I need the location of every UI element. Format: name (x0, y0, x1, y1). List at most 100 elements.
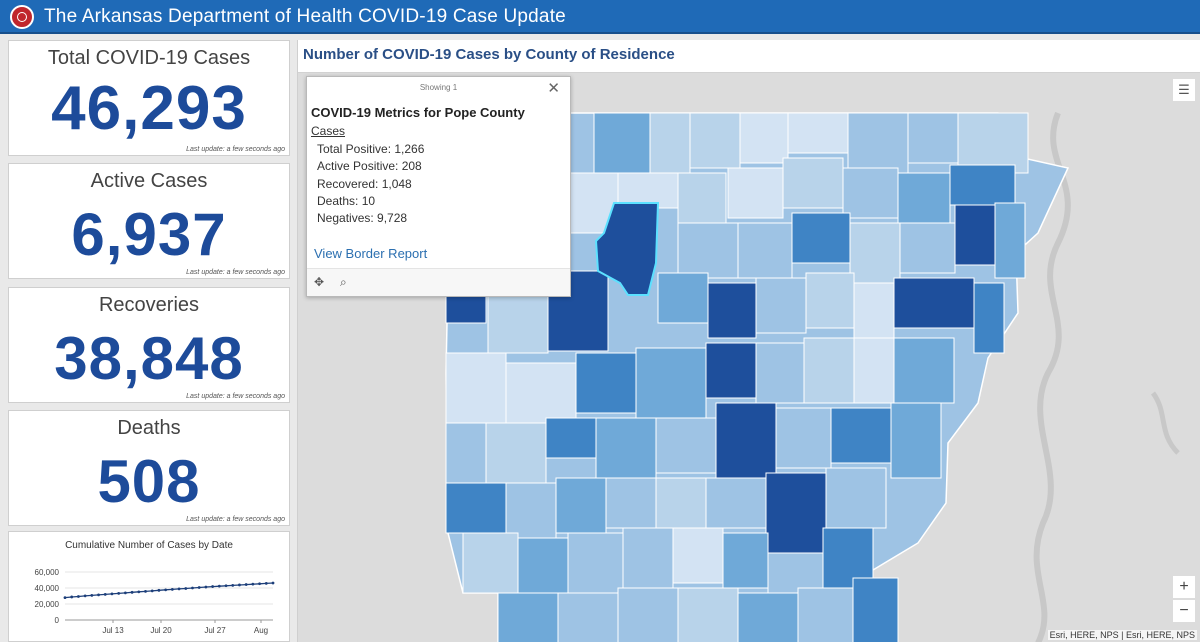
county-area[interactable] (677, 172, 727, 229)
county-area[interactable] (545, 417, 597, 459)
county-area[interactable] (677, 222, 739, 279)
county-area[interactable] (847, 112, 909, 174)
county-area[interactable] (957, 112, 1029, 174)
header-bar: The Arkansas Department of Health COVID-… (0, 0, 1200, 34)
mississippi-river (1033, 111, 1071, 642)
county-area[interactable] (722, 532, 769, 589)
county-area[interactable] (657, 272, 709, 324)
county-area[interactable] (557, 592, 619, 642)
y-tick-label: 40,000 (35, 584, 60, 593)
county-area[interactable] (649, 112, 691, 174)
county-area[interactable] (755, 342, 805, 404)
county-area[interactable] (853, 282, 895, 339)
county-area[interactable] (897, 172, 951, 224)
county-area[interactable] (727, 167, 784, 219)
county-area[interactable] (775, 407, 832, 469)
view-border-report-link[interactable]: View Border Report (314, 246, 428, 261)
county-area[interactable] (672, 527, 724, 584)
county-area[interactable] (655, 417, 717, 474)
series-line (64, 582, 274, 599)
county-area[interactable] (830, 407, 892, 464)
data-point (137, 590, 141, 594)
county-area[interactable] (635, 347, 707, 419)
card-label: Total COVID-19 Cases (47, 47, 251, 69)
county-area[interactable] (893, 337, 955, 404)
county-area[interactable] (907, 112, 959, 164)
county-map[interactable] (298, 73, 1200, 642)
county-area[interactable] (715, 402, 777, 479)
data-point (184, 587, 188, 590)
county-area[interactable] (445, 352, 507, 424)
county-area[interactable] (707, 282, 757, 339)
zoom-to-icon[interactable]: ⌕ (340, 275, 347, 289)
map-view[interactable]: Showing 1 ✕ COVID-19 Metrics for Pope Co… (298, 72, 1200, 642)
county-area[interactable] (622, 527, 674, 589)
page-title: The Arkansas Department of Health COVID-… (44, 6, 566, 27)
county-area[interactable] (842, 167, 899, 219)
county-area[interactable] (505, 482, 557, 539)
county-area[interactable] (852, 577, 899, 642)
x-tick-label: Aug (254, 626, 268, 635)
county-area[interactable] (739, 112, 789, 164)
county-area[interactable] (462, 532, 519, 594)
county-area[interactable] (954, 204, 996, 266)
metric-total-positive: Total Positive: 1,266 (317, 142, 425, 156)
county-area[interactable] (791, 212, 851, 264)
county-area[interactable] (755, 277, 807, 334)
county-area[interactable] (949, 164, 1016, 206)
map-attribution: Esri, HERE, NPS | Esri, HERE, NPS (1047, 630, 1197, 640)
close-icon[interactable]: ✕ (547, 80, 560, 97)
county-area[interactable] (797, 587, 854, 642)
county-area[interactable] (782, 157, 844, 209)
pan-icon[interactable]: ✥ (314, 275, 325, 289)
county-area[interactable] (994, 202, 1026, 279)
county-area[interactable] (899, 222, 956, 274)
county-area[interactable] (805, 272, 855, 329)
county-area[interactable] (705, 477, 767, 529)
county-layer[interactable] (445, 112, 1029, 642)
county-area[interactable] (555, 477, 607, 534)
data-point (97, 593, 100, 597)
county-area[interactable] (593, 112, 651, 174)
cumulative-cases-chart-card: Cumulative Number of Cases by Date 60,00… (8, 531, 290, 642)
county-area[interactable] (677, 587, 739, 642)
card-value: 6,937 (71, 201, 227, 268)
county-area[interactable] (595, 417, 657, 479)
county-area[interactable] (787, 112, 849, 154)
card-value: 508 (97, 448, 201, 515)
county-area[interactable] (705, 342, 757, 399)
county-area[interactable] (973, 282, 1005, 354)
card-value: 46,293 (51, 74, 247, 143)
metric-recovered: Recovered: 1,048 (317, 176, 412, 191)
county-area[interactable] (575, 352, 637, 414)
data-point (157, 588, 161, 592)
county-area[interactable] (890, 402, 942, 479)
county-area[interactable] (737, 222, 793, 279)
county-area[interactable] (485, 422, 547, 484)
county-area[interactable] (617, 587, 679, 642)
data-point (197, 586, 201, 589)
county-area[interactable] (517, 537, 569, 599)
metric-negatives: Negatives: 9,728 (317, 211, 408, 226)
county-area[interactable] (655, 477, 707, 529)
x-tick-label: Jul 27 (204, 626, 226, 635)
county-area[interactable] (803, 337, 855, 404)
county-area[interactable] (505, 362, 577, 424)
county-area[interactable] (445, 482, 507, 534)
county-area[interactable] (893, 277, 975, 329)
county-area[interactable] (605, 477, 657, 529)
county-area[interactable] (497, 592, 559, 642)
pope-county-highlight[interactable] (594, 202, 660, 296)
legend-list-icon[interactable]: ☰ (1173, 79, 1195, 101)
county-area[interactable] (825, 467, 887, 529)
county-area[interactable] (689, 112, 741, 169)
zoom-out-button[interactable]: − (1173, 600, 1195, 622)
zoom-in-button[interactable]: + (1173, 576, 1195, 598)
county-area[interactable] (853, 337, 895, 404)
data-point (217, 584, 221, 588)
county-area[interactable] (849, 222, 901, 284)
county-area[interactable] (567, 532, 624, 594)
county-area[interactable] (737, 592, 799, 642)
county-area[interactable] (445, 422, 487, 484)
county-area[interactable] (765, 472, 827, 554)
